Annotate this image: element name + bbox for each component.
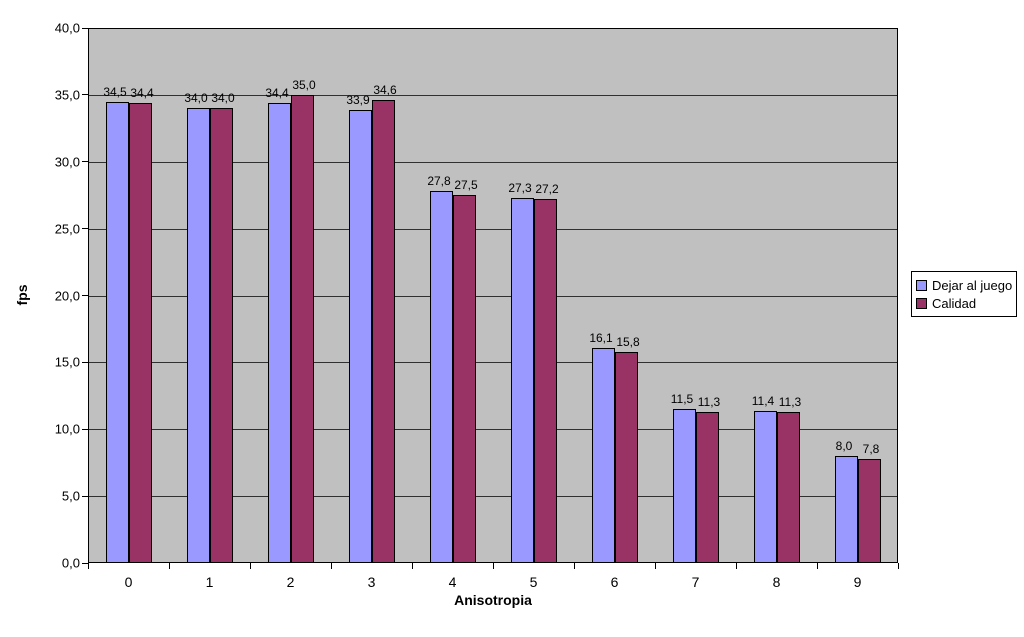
bar-dejar-al-juego-cat-5: [510, 197, 534, 563]
y-tick-label: 10,0: [54, 421, 80, 437]
x-category-label: 3: [367, 574, 376, 590]
bar-calidad-cat-1: [209, 108, 233, 563]
bar-value-label: 34,6: [373, 83, 397, 98]
y-tick-mark: [82, 94, 88, 96]
bar-value-label: 34,0: [184, 91, 208, 106]
x-tick-mark: [574, 563, 575, 569]
y-tick-label: 30,0: [54, 154, 80, 170]
x-category-label: 2: [286, 574, 295, 590]
bar-calidad-cat-8: [776, 411, 800, 563]
bar-dejar-al-juego-cat-8: [753, 410, 777, 563]
bar-calidad-cat-6: [614, 351, 638, 563]
y-tick-label: 20,0: [54, 288, 80, 303]
bar-value-label: 27,2: [535, 182, 559, 197]
y-tick-mark: [82, 161, 88, 163]
bar-dejar-al-juego-cat-9: [834, 456, 858, 563]
bar-value-label: 8,0: [835, 439, 853, 453]
x-tick-mark: [736, 563, 737, 569]
x-category-label: 4: [448, 574, 457, 590]
legend-swatch-icon: [916, 298, 927, 310]
bar-value-label: 11,4: [751, 393, 775, 408]
x-category-label: 0: [124, 574, 133, 590]
bar-value-label: 34,5: [103, 84, 127, 99]
bar-dejar-al-juego-cat-6: [591, 347, 615, 563]
bar-calidad-cat-3: [371, 100, 395, 563]
bar-value-label: 16,1: [589, 330, 613, 345]
x-tick-mark: [250, 563, 251, 569]
y-tick-mark: [82, 562, 88, 564]
y-tick-label: 35,0: [54, 87, 80, 103]
x-category-label: 9: [853, 574, 862, 590]
y-tick-mark: [82, 228, 88, 230]
bar-value-label: 34,4: [130, 85, 154, 100]
legend-label: Calidad: [932, 296, 977, 312]
bar-calidad-cat-4: [452, 195, 476, 563]
bar-dejar-al-juego-cat-4: [429, 191, 453, 563]
gridline: [89, 161, 897, 163]
bar-calidad-cat-7: [695, 411, 719, 563]
bar-value-label: 35,0: [292, 77, 316, 92]
bar-dejar-al-juego-cat-7: [672, 409, 696, 563]
x-tick-mark: [898, 563, 899, 569]
bar-value-label: 27,8: [427, 174, 451, 189]
bar-value-label: 15,8: [616, 334, 640, 349]
gridline: [89, 429, 897, 431]
y-tick-mark: [82, 495, 88, 497]
x-category-label: 1: [205, 574, 214, 590]
bar-value-label: 11,5: [670, 392, 694, 407]
bar-value-label: 33,9: [346, 92, 370, 107]
bar-dejar-al-juego-cat-1: [186, 108, 210, 563]
legend: Dejar al juego Calidad: [911, 271, 1017, 317]
y-tick-label: 5,0: [61, 488, 80, 504]
bar-value-label: 27,5: [454, 178, 478, 193]
bar-calidad-cat-5: [533, 199, 557, 563]
gridline: [89, 295, 897, 297]
y-tick-label: 25,0: [54, 221, 80, 237]
x-category-label: 8: [772, 574, 781, 590]
x-tick-mark: [331, 563, 332, 569]
x-tick-mark: [169, 563, 170, 569]
x-tick-mark: [817, 563, 818, 569]
legend-item-dejar-al-juego: Dejar al juego: [916, 276, 1013, 294]
y-tick-mark: [82, 27, 88, 29]
bar-value-label: 34,4: [265, 85, 289, 100]
x-tick-mark: [655, 563, 656, 569]
x-tick-mark: [493, 563, 494, 569]
y-tick-mark: [82, 361, 88, 363]
bar-dejar-al-juego-cat-3: [348, 109, 372, 563]
x-category-label: 7: [691, 574, 700, 590]
legend-label: Dejar al juego: [932, 277, 1013, 293]
bar-calidad-cat-2: [290, 94, 314, 563]
bar-value-label: 27,3: [508, 180, 532, 195]
bar-value-label: 11,3: [697, 394, 721, 409]
legend-item-calidad: Calidad: [916, 295, 1013, 313]
x-category-label: 5: [529, 574, 538, 590]
bar-calidad-cat-0: [128, 102, 152, 563]
bar-value-label: 7,8: [862, 441, 880, 456]
gridline: [89, 496, 897, 498]
gridline: [89, 362, 897, 364]
y-axis-title: fps: [14, 284, 30, 306]
bar-dejar-al-juego-cat-2: [267, 102, 291, 563]
bar-value-label: 34,0: [211, 91, 235, 106]
gridline: [89, 94, 897, 96]
gridline: [89, 228, 897, 230]
y-tick-label: 0,0: [61, 555, 80, 571]
y-tick-label: 15,0: [54, 354, 80, 370]
x-tick-mark: [412, 563, 413, 569]
y-tick-label: 40,0: [54, 20, 80, 36]
y-tick-mark: [82, 428, 88, 430]
bar-value-label: 11,3: [778, 394, 802, 409]
x-category-label: 6: [610, 574, 619, 590]
legend-swatch-icon: [916, 279, 927, 291]
x-tick-mark: [88, 563, 89, 569]
bar-dejar-al-juego-cat-0: [105, 101, 129, 563]
bar-calidad-cat-9: [857, 458, 881, 563]
y-tick-mark: [82, 295, 88, 296]
x-axis-title: Anisotropia: [454, 592, 532, 608]
